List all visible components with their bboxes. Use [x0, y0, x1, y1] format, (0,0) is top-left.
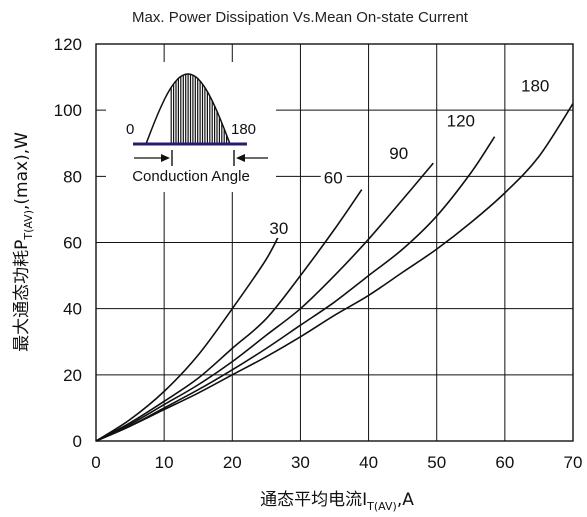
x-tick-label: 10 — [155, 453, 174, 472]
inset-left-label: 0 — [126, 121, 134, 138]
series-label-bg — [518, 76, 554, 96]
x-tick-label: 60 — [495, 453, 514, 472]
y-tick-label: 20 — [63, 366, 82, 385]
series-label-bg — [443, 111, 480, 131]
y-tick-label: 0 — [73, 432, 82, 451]
inset-right-label: 180 — [231, 121, 256, 138]
series-label-90: 90 — [389, 144, 408, 163]
series-label-30: 30 — [269, 219, 288, 238]
series-label-120: 120 — [447, 112, 475, 131]
series-label-bg — [320, 168, 347, 188]
series-line-90 — [95, 162, 434, 442]
series-lines — [95, 103, 574, 442]
y-tick-label: 100 — [54, 101, 82, 120]
y-tick-label: 60 — [63, 234, 82, 253]
conduction-angle-inset: 0 180 Conduction Angle — [106, 62, 276, 192]
x-tick-label: 0 — [91, 453, 100, 472]
series-line-120 — [95, 136, 496, 442]
series-label-180: 180 — [521, 77, 549, 96]
inset-caption: Conduction Angle — [132, 168, 250, 185]
x-tick-label: 20 — [223, 453, 242, 472]
y-axis-label: 最大通态功耗PT(AV),(max),W — [12, 132, 35, 352]
series-labels: 30 60 90 120 180 — [266, 76, 554, 238]
series-line-60 — [95, 189, 363, 442]
y-tick-label: 80 — [63, 167, 82, 186]
x-tick-label: 30 — [291, 453, 310, 472]
series-label-bg — [386, 144, 413, 164]
chart-title: Max. Power Dissipation Vs.Mean On-state … — [132, 9, 469, 26]
series-line-30 — [95, 225, 285, 442]
plot-frame — [95, 43, 574, 442]
conduction-hatch — [170, 74, 228, 144]
x-tick-label: 70 — [564, 453, 583, 472]
x-tick-label: 40 — [359, 453, 378, 472]
series-line-180 — [95, 103, 574, 442]
y-tick-label: 120 — [54, 35, 82, 54]
inset-right-arrow-head — [236, 154, 245, 162]
x-axis-label: 通态平均电流IT(AV),A — [260, 490, 414, 513]
y-tick-label: 40 — [63, 300, 82, 319]
series-label-bg — [266, 218, 293, 238]
series-label-60: 60 — [324, 169, 343, 188]
x-tick-labels: 0 10 20 30 40 50 60 70 — [91, 453, 582, 472]
inset-left-arrow-head — [161, 154, 170, 162]
y-tick-labels: 0 20 40 60 80 100 120 — [54, 35, 82, 451]
x-tick-label: 50 — [427, 453, 446, 472]
